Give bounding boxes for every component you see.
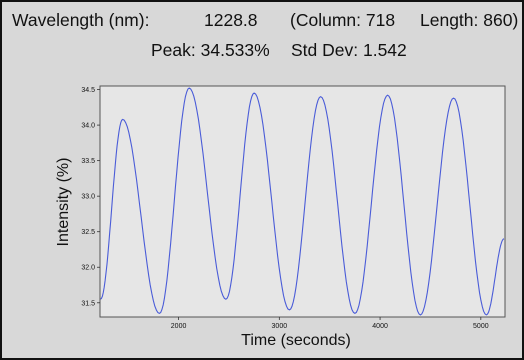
y-tick-label: 32.5 xyxy=(81,229,95,236)
x-axis-ticks: 2000 3000 4000 5000 xyxy=(171,317,489,330)
y-tick-label: 32.0 xyxy=(81,265,95,272)
y-tick-label: 31.5 xyxy=(81,300,95,307)
y-tick-label: 33.0 xyxy=(81,194,95,201)
x-axis-title: Time (seconds) xyxy=(241,332,351,349)
intensity-series-line xyxy=(100,87,505,316)
x-tick-label: 4000 xyxy=(372,323,388,330)
y-tick-label: 33.5 xyxy=(81,158,95,165)
wavelength-value: 1228.8 xyxy=(204,10,258,30)
x-tick-label: 5000 xyxy=(473,323,489,330)
wavelength-label: Wavelength (nm): xyxy=(12,10,150,30)
column-text: (Column: 718 xyxy=(290,10,396,30)
x-tick-label: 2000 xyxy=(171,323,187,330)
y-axis-ticks: 31.5 32.0 32.5 33.0 33.5 34.0 34.5 xyxy=(81,87,100,307)
peak-text: Peak: 34.533% xyxy=(151,40,270,60)
y-tick-label: 34.5 xyxy=(81,87,95,94)
plot-area xyxy=(99,85,506,318)
x-tick-label: 3000 xyxy=(272,323,288,330)
y-axis-title: Intensity (%) xyxy=(55,158,72,247)
y-tick-label: 34.0 xyxy=(81,123,95,130)
stddev-text: Std Dev: 1.542 xyxy=(291,40,407,60)
length-text: Length: 860) xyxy=(420,10,519,30)
